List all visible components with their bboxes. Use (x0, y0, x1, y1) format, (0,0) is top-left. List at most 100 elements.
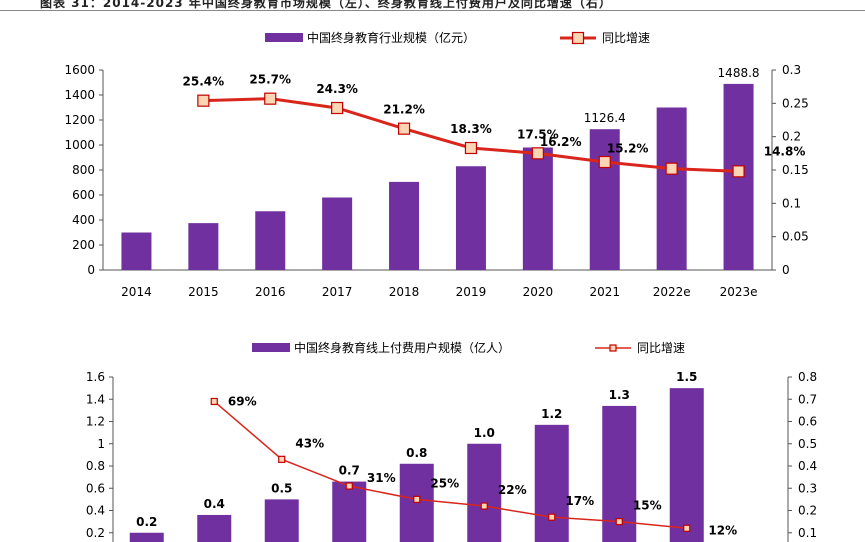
caption-divider (0, 10, 865, 11)
bar (589, 129, 620, 270)
x-tick-label: 2015 (188, 285, 219, 299)
x-tick-label: 2023e (720, 285, 758, 299)
y-left-tick-label: 1400 (64, 88, 95, 102)
growth-marker (548, 513, 556, 521)
bar (467, 443, 502, 542)
growth-line (213, 400, 687, 530)
growth-marker (345, 482, 353, 490)
figure-caption: 图表 31：2014-2023 年中国终身教育市场规模（左）、终身教育线上付费用… (40, 0, 612, 10)
y-right-tick-label: 0.1 (782, 196, 801, 210)
bar (264, 499, 299, 542)
bar (255, 211, 286, 270)
y-right-tick-label: 0.4 (798, 459, 817, 473)
y-right-tick-label: 0.1 (798, 526, 817, 540)
y-right-tick-label: 0 (782, 263, 790, 277)
y-right-tick-label: 0.5 (798, 437, 817, 451)
y-right-tick-label: 0.3 (782, 63, 801, 77)
growth-marker (531, 147, 544, 160)
growth-marker (683, 524, 691, 532)
growth-label: 31% (367, 471, 396, 485)
online-users-chart: 中国终身教育线上付费用户规模（亿人） 同比增速 0.2 0.4 0.6 0.8 1 1.2 1.… (86, 340, 817, 542)
legend-line-label: 同比增速 (602, 31, 650, 45)
growth-marker (264, 92, 277, 105)
growth-label: 25% (430, 476, 459, 490)
bar-value-label: 1.3 (609, 388, 630, 402)
bar-value-label: 1488.8 (718, 66, 760, 80)
bar-value-label: 0.4 (204, 497, 225, 511)
growth-label: 16.2% (540, 135, 582, 149)
legend-bar-label: 中国终身教育线上付费用户规模（亿人） (294, 340, 510, 355)
bar-value-label: 1.5 (676, 370, 697, 384)
growth-label: 43% (295, 436, 324, 450)
growth-marker (331, 101, 344, 115)
growth-marker (480, 502, 488, 510)
bar-value-label: 0.8 (406, 446, 427, 460)
bar (332, 481, 367, 542)
y-left-tick-label: 1000 (64, 138, 95, 152)
bar-value-label: 1126.4 (584, 111, 626, 125)
x-tick-label: 2016 (255, 285, 286, 299)
y-left-tick-label: 0.8 (86, 459, 105, 473)
growth-marker (665, 162, 678, 175)
x-tick-label: 2014 (121, 285, 152, 299)
growth-marker (615, 518, 623, 526)
y-left-tick-label: 0 (87, 263, 95, 277)
growth-marker (397, 122, 411, 135)
bar (522, 147, 553, 270)
x-tick-label: 2019 (456, 285, 487, 299)
bar (455, 166, 486, 270)
y-left-tick-label: 800 (72, 163, 95, 177)
bar (188, 223, 219, 270)
bar (656, 107, 687, 270)
legend-line-label: 同比增速 (637, 341, 685, 355)
y-right-tick-label: 0.7 (798, 392, 817, 406)
x-tick-label: 2020 (523, 285, 554, 299)
legend-bar-swatch (252, 343, 290, 352)
bar (197, 514, 232, 542)
y-left-tick-label: 1.6 (86, 370, 105, 384)
bar-value-label: 0.2 (136, 515, 157, 529)
growth-label: 17% (565, 494, 594, 508)
x-tick-label: 2021 (589, 285, 620, 299)
growth-label: 17.5% (517, 127, 559, 141)
bar (534, 424, 569, 542)
growth-marker (413, 495, 421, 503)
x-tick-label: 2018 (389, 285, 420, 299)
bar (121, 232, 152, 270)
y-right-tick-label: 0.05 (782, 230, 809, 244)
y-left-tick-label: 0.2 (86, 526, 105, 540)
y-right-tick-label: 0.15 (782, 163, 809, 177)
growth-label: 24.3% (316, 82, 358, 96)
y-left-tick-label: 1.4 (86, 392, 105, 406)
growth-label: 18.3% (450, 122, 492, 136)
y-left-tick-label: 0.6 (86, 481, 105, 495)
growth-marker (732, 165, 745, 178)
growth-label: 14.8% (764, 144, 806, 158)
growth-label: 25.4% (183, 75, 225, 89)
y-right-tick-label: 0.25 (782, 96, 809, 110)
bar-value-label: 0.5 (271, 481, 292, 495)
y-left-tick-label: 1.2 (86, 415, 105, 429)
y-right-tick-label: 0.6 (798, 415, 817, 429)
growth-marker (278, 455, 286, 463)
legend-bar-swatch (265, 33, 303, 42)
growth-label: 12% (708, 523, 737, 537)
market-size-chart: 中国终身教育行业规模（亿元） 同比增速 0 200 400 600 800 1000 1200 1… (64, 30, 809, 299)
growth-marker (210, 397, 218, 406)
legend-line-marker (609, 344, 617, 352)
y-left-tick-label: 1 (97, 437, 105, 451)
growth-marker (197, 94, 210, 107)
y-right-tick-label: 0.8 (798, 370, 817, 384)
growth-label: 25.7% (249, 73, 291, 87)
x-tick-label: 2022e (653, 285, 691, 299)
y-left-tick-label: 0.4 (86, 504, 105, 518)
y-left-tick-label: 400 (72, 213, 95, 227)
legend-bar-label: 中国终身教育行业规模（亿元） (307, 30, 475, 45)
growth-marker (598, 155, 611, 169)
growth-label: 69% (228, 394, 257, 408)
y-left-tick-label: 600 (72, 188, 95, 202)
growth-label: 21.2% (383, 103, 425, 117)
y-left-tick-label: 1200 (64, 113, 95, 127)
y-right-tick-label: 0.2 (782, 130, 801, 144)
bar-value-label: 1.2 (541, 407, 562, 421)
